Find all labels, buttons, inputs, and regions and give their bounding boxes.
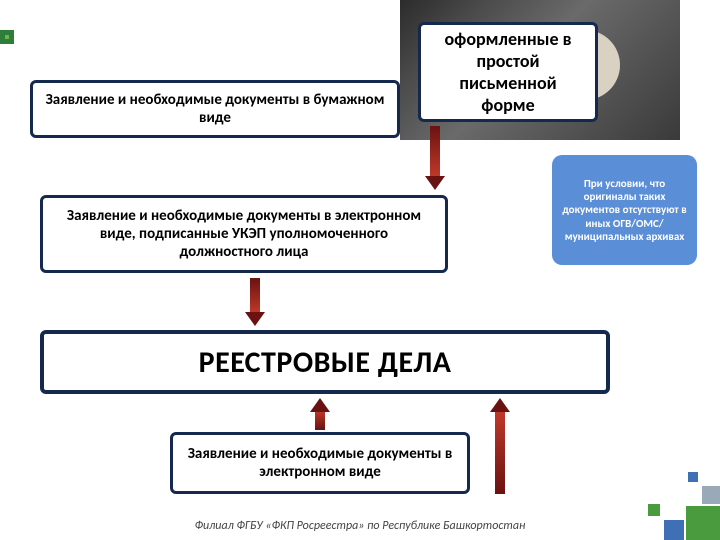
arrow-head xyxy=(245,312,265,326)
arrow-head xyxy=(490,398,510,412)
box-text: При условии, что оригиналы таких докумен… xyxy=(560,177,689,243)
box-application-paper: Заявление и необходимые документы в бума… xyxy=(30,80,400,138)
box-text: оформленные в простой письменной форме xyxy=(431,28,585,116)
box-text: Заявление и необходимые документы в элек… xyxy=(183,445,457,481)
footer-text: Филиал ФГБУ «ФКП Росреестра» по Республи… xyxy=(0,512,720,540)
box-text: Заявление и необходимые документы в бума… xyxy=(43,91,387,127)
box-application-electronic-signed: Заявление и необходимые документы в элек… xyxy=(40,195,448,273)
arrow-head xyxy=(310,398,330,412)
left-accent-dot xyxy=(5,35,9,39)
box-registry-files-title: РЕЕСТРОВЫЕ ДЕЛА xyxy=(40,330,610,394)
arrow-shaft xyxy=(430,126,440,178)
arrow-shaft xyxy=(315,410,325,430)
arrow-shaft xyxy=(250,278,260,314)
box-text: Заявление и необходимые документы в элек… xyxy=(53,207,435,261)
title-text: РЕЕСТРОВЫЕ ДЕЛА xyxy=(199,344,452,381)
arrow-head xyxy=(425,176,445,190)
box-written-form: оформленные в простой письменной форме xyxy=(418,22,598,122)
arrow-shaft xyxy=(495,410,505,494)
box-application-electronic: Заявление и необходимые документы в элек… xyxy=(170,432,470,494)
box-condition-bubble: При условии, что оригиналы таких докумен… xyxy=(552,155,697,265)
